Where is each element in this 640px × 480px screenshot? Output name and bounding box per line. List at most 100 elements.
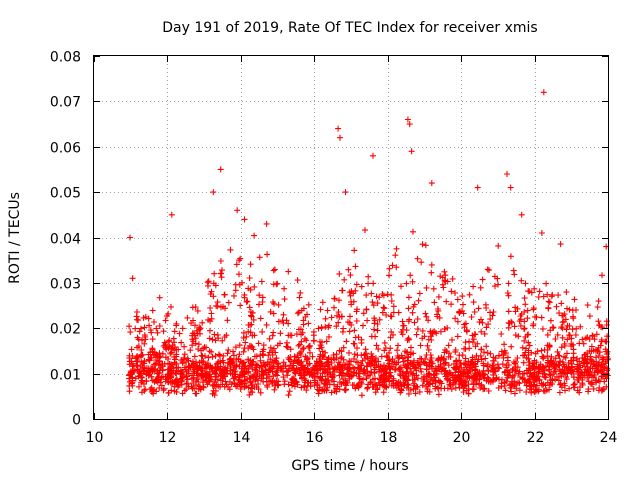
- data-point: [419, 327, 426, 334]
- data-point: [585, 378, 592, 385]
- data-point: [563, 326, 570, 333]
- data-point: [455, 381, 462, 388]
- data-point: [324, 384, 331, 391]
- data-point: [389, 262, 396, 269]
- data-point: [581, 352, 588, 358]
- data-point: [346, 375, 353, 382]
- data-point: [522, 333, 529, 340]
- data-point: [212, 282, 219, 289]
- data-point: [217, 166, 224, 173]
- data-point: [322, 315, 329, 322]
- data-point: [175, 346, 182, 353]
- data-point: [224, 317, 231, 324]
- data-point: [557, 241, 564, 248]
- data-point: [328, 314, 335, 321]
- data-point: [521, 337, 528, 344]
- data-point: [297, 289, 304, 296]
- data-point: [162, 341, 169, 347]
- data-point: [147, 327, 154, 334]
- data-point: [319, 348, 326, 355]
- data-point: [428, 337, 435, 343]
- data-point: [305, 301, 312, 308]
- data-point: [452, 385, 459, 392]
- data-point: [582, 356, 589, 363]
- data-point: [338, 381, 345, 387]
- data-point: [474, 376, 480, 383]
- data-point: [405, 390, 412, 397]
- data-point: [484, 363, 491, 370]
- data-point: [431, 374, 438, 381]
- data-point: [340, 344, 347, 351]
- data-point: [296, 294, 303, 301]
- data-point: [510, 267, 517, 274]
- data-point: [184, 376, 191, 383]
- data-point: [138, 347, 145, 353]
- data-point: [571, 296, 578, 303]
- data-point: [219, 381, 226, 388]
- data-point: [563, 289, 570, 296]
- data-point: [457, 308, 464, 315]
- data-point: [525, 339, 532, 346]
- data-point: [521, 370, 528, 377]
- data-point: [469, 339, 476, 346]
- data-point: [133, 316, 140, 323]
- data-point: [521, 326, 528, 333]
- data-point: [569, 326, 576, 333]
- data-point: [360, 368, 367, 375]
- data-point: [445, 362, 452, 369]
- data-point: [421, 333, 428, 340]
- data-point: [178, 339, 185, 346]
- data-point: [593, 379, 599, 386]
- data-point: [504, 171, 510, 177]
- data-point: [297, 359, 304, 366]
- data-point: [543, 387, 550, 394]
- data-point: [437, 273, 444, 280]
- data-point: [412, 365, 419, 372]
- data-point: [345, 366, 352, 373]
- data-point: [374, 300, 381, 307]
- data-point: [351, 351, 358, 358]
- data-point: [523, 389, 530, 395]
- data-point: [425, 317, 432, 324]
- data-point: [339, 287, 346, 294]
- data-point: [277, 330, 284, 337]
- data-point: [509, 373, 516, 380]
- data-point: [148, 354, 155, 361]
- data-point: [409, 361, 416, 368]
- data-point: [354, 345, 360, 352]
- data-point: [209, 353, 216, 360]
- data-point: [505, 292, 512, 299]
- data-point: [470, 283, 477, 290]
- data-point: [561, 340, 568, 347]
- data-point: [519, 375, 526, 382]
- data-point: [525, 331, 532, 338]
- data-point: [202, 374, 209, 381]
- data-point: [217, 352, 223, 359]
- data-point: [358, 392, 365, 399]
- data-point: [341, 276, 348, 283]
- data-point: [439, 274, 446, 281]
- data-point: [265, 352, 272, 359]
- data-point: [191, 370, 198, 377]
- data-point: [407, 349, 414, 356]
- data-point: [457, 361, 464, 368]
- data-point: [478, 328, 485, 335]
- data-point: [518, 277, 525, 284]
- data-point: [129, 377, 136, 384]
- data-point: [392, 252, 399, 259]
- data-point: [584, 334, 591, 341]
- data-point: [194, 376, 200, 383]
- data-point: [178, 378, 185, 385]
- data-point: [445, 342, 452, 349]
- data-point: [151, 366, 158, 373]
- data-point: [307, 349, 313, 356]
- data-point: [342, 380, 348, 387]
- data-point: [584, 302, 591, 309]
- data-point: [434, 384, 441, 391]
- data-point: [139, 363, 146, 369]
- data-point: [241, 294, 248, 301]
- data-point: [543, 280, 550, 287]
- data-point: [256, 292, 263, 299]
- data-point: [556, 389, 563, 396]
- data-point: [181, 364, 188, 371]
